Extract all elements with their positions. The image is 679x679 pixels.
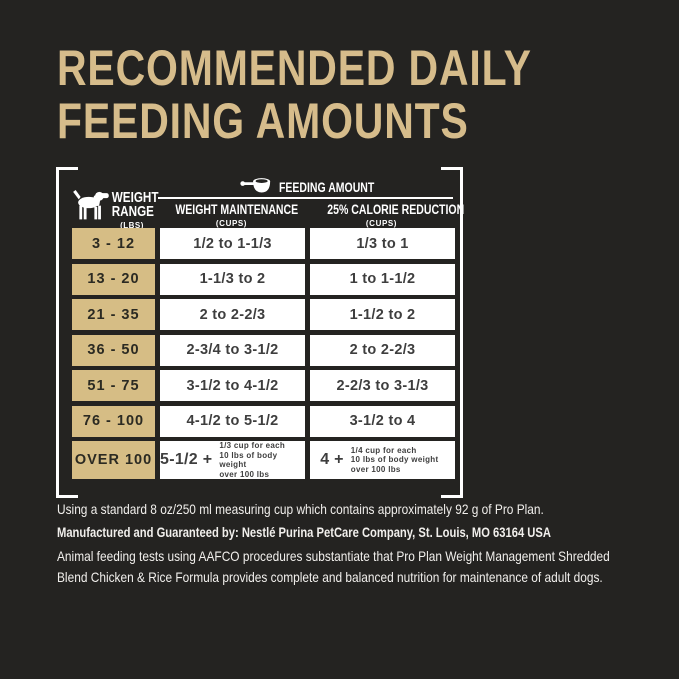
maintenance-cell: 2 to 2-2/3 (160, 299, 305, 330)
maintenance-cell: 5-1/2 + 1/3 cup for each 10 lbs of body … (160, 441, 305, 479)
maintenance-cell: 4-1/2 to 5-1/2 (160, 405, 305, 437)
column-header-weight-maintenance: WEIGHT MAINTENANCE (CUPS) (175, 202, 299, 228)
weight-range-header: WEIGHT RANGE (LBS) (106, 189, 159, 230)
maintenance-cell: 2-3/4 to 3-1/2 (160, 334, 305, 366)
maintenance-base-amount: 5-1/2 + (160, 451, 213, 468)
reduction-base-amount: 4 + (320, 451, 344, 468)
weight-range-cell: 21 - 35 (72, 299, 155, 330)
maintenance-extra-note: 1/3 cup for each 10 lbs of body weight o… (219, 441, 286, 479)
weight-range-line1: WEIGHT (111, 189, 159, 206)
reduction-cell: 2-2/3 to 3-1/3 (310, 370, 455, 401)
page-title: RECOMMENDED DAILY FEEDING AMOUNTS (57, 42, 532, 148)
maintenance-cell: 1/2 to 1-1/3 (160, 228, 305, 259)
header-divider (158, 197, 453, 199)
feeding-amount-header: FEEDING AMOUNT (279, 179, 375, 195)
reduction-cell: 1-1/2 to 2 (310, 299, 455, 330)
weight-range-unit: (LBS) (120, 221, 144, 230)
maintenance-cell: 3-1/2 to 4-1/2 (160, 370, 305, 401)
aafco-statement: Animal feeding tests using AAFCO procedu… (57, 548, 610, 585)
measuring-scoop-icon (240, 178, 271, 193)
page-title-line2: FEEDING AMOUNTS (57, 93, 469, 149)
reduction-cell: 1/3 to 1 (310, 228, 455, 259)
table-frame-bracket-right (441, 167, 463, 498)
reduction-cell: 3-1/2 to 4 (310, 405, 455, 437)
feeding-table: 3 - 12 1/2 to 1-1/3 1/3 to 1 13 - 20 1-1… (72, 228, 455, 479)
reduction-cell: 2 to 2-2/3 (310, 334, 455, 366)
reduction-cell: 4 + 1/4 cup for each 10 lbs of body weig… (310, 441, 455, 479)
maintenance-cell: 1-1/3 to 2 (160, 263, 305, 295)
reduction-extra-note: 1/4 cup for each 10 lbs of body weight o… (350, 445, 439, 474)
weight-range-cell: 13 - 20 (72, 263, 155, 295)
measuring-cup-note: Using a standard 8 oz/250 ml measuring c… (57, 501, 544, 517)
reduction-cell: 1 to 1-1/2 (310, 263, 455, 295)
dog-icon (73, 190, 109, 220)
manufacturer-note: Manufactured and Guaranteed by: Nestlé P… (57, 524, 551, 540)
weight-range-cell: 36 - 50 (72, 334, 155, 366)
weight-range-cell: OVER 100 (72, 441, 155, 479)
weight-range-cell: 76 - 100 (72, 405, 155, 437)
page-title-line1: RECOMMENDED DAILY (57, 40, 532, 96)
weight-range-cell: 3 - 12 (72, 228, 155, 259)
weight-range-line2: RANGE (111, 203, 154, 220)
weight-range-cell: 51 - 75 (72, 370, 155, 401)
table-frame-bracket-left (56, 167, 78, 498)
column-header-calorie-reduction: 25% CALORIE REDUCTION (CUPS) (327, 202, 465, 228)
